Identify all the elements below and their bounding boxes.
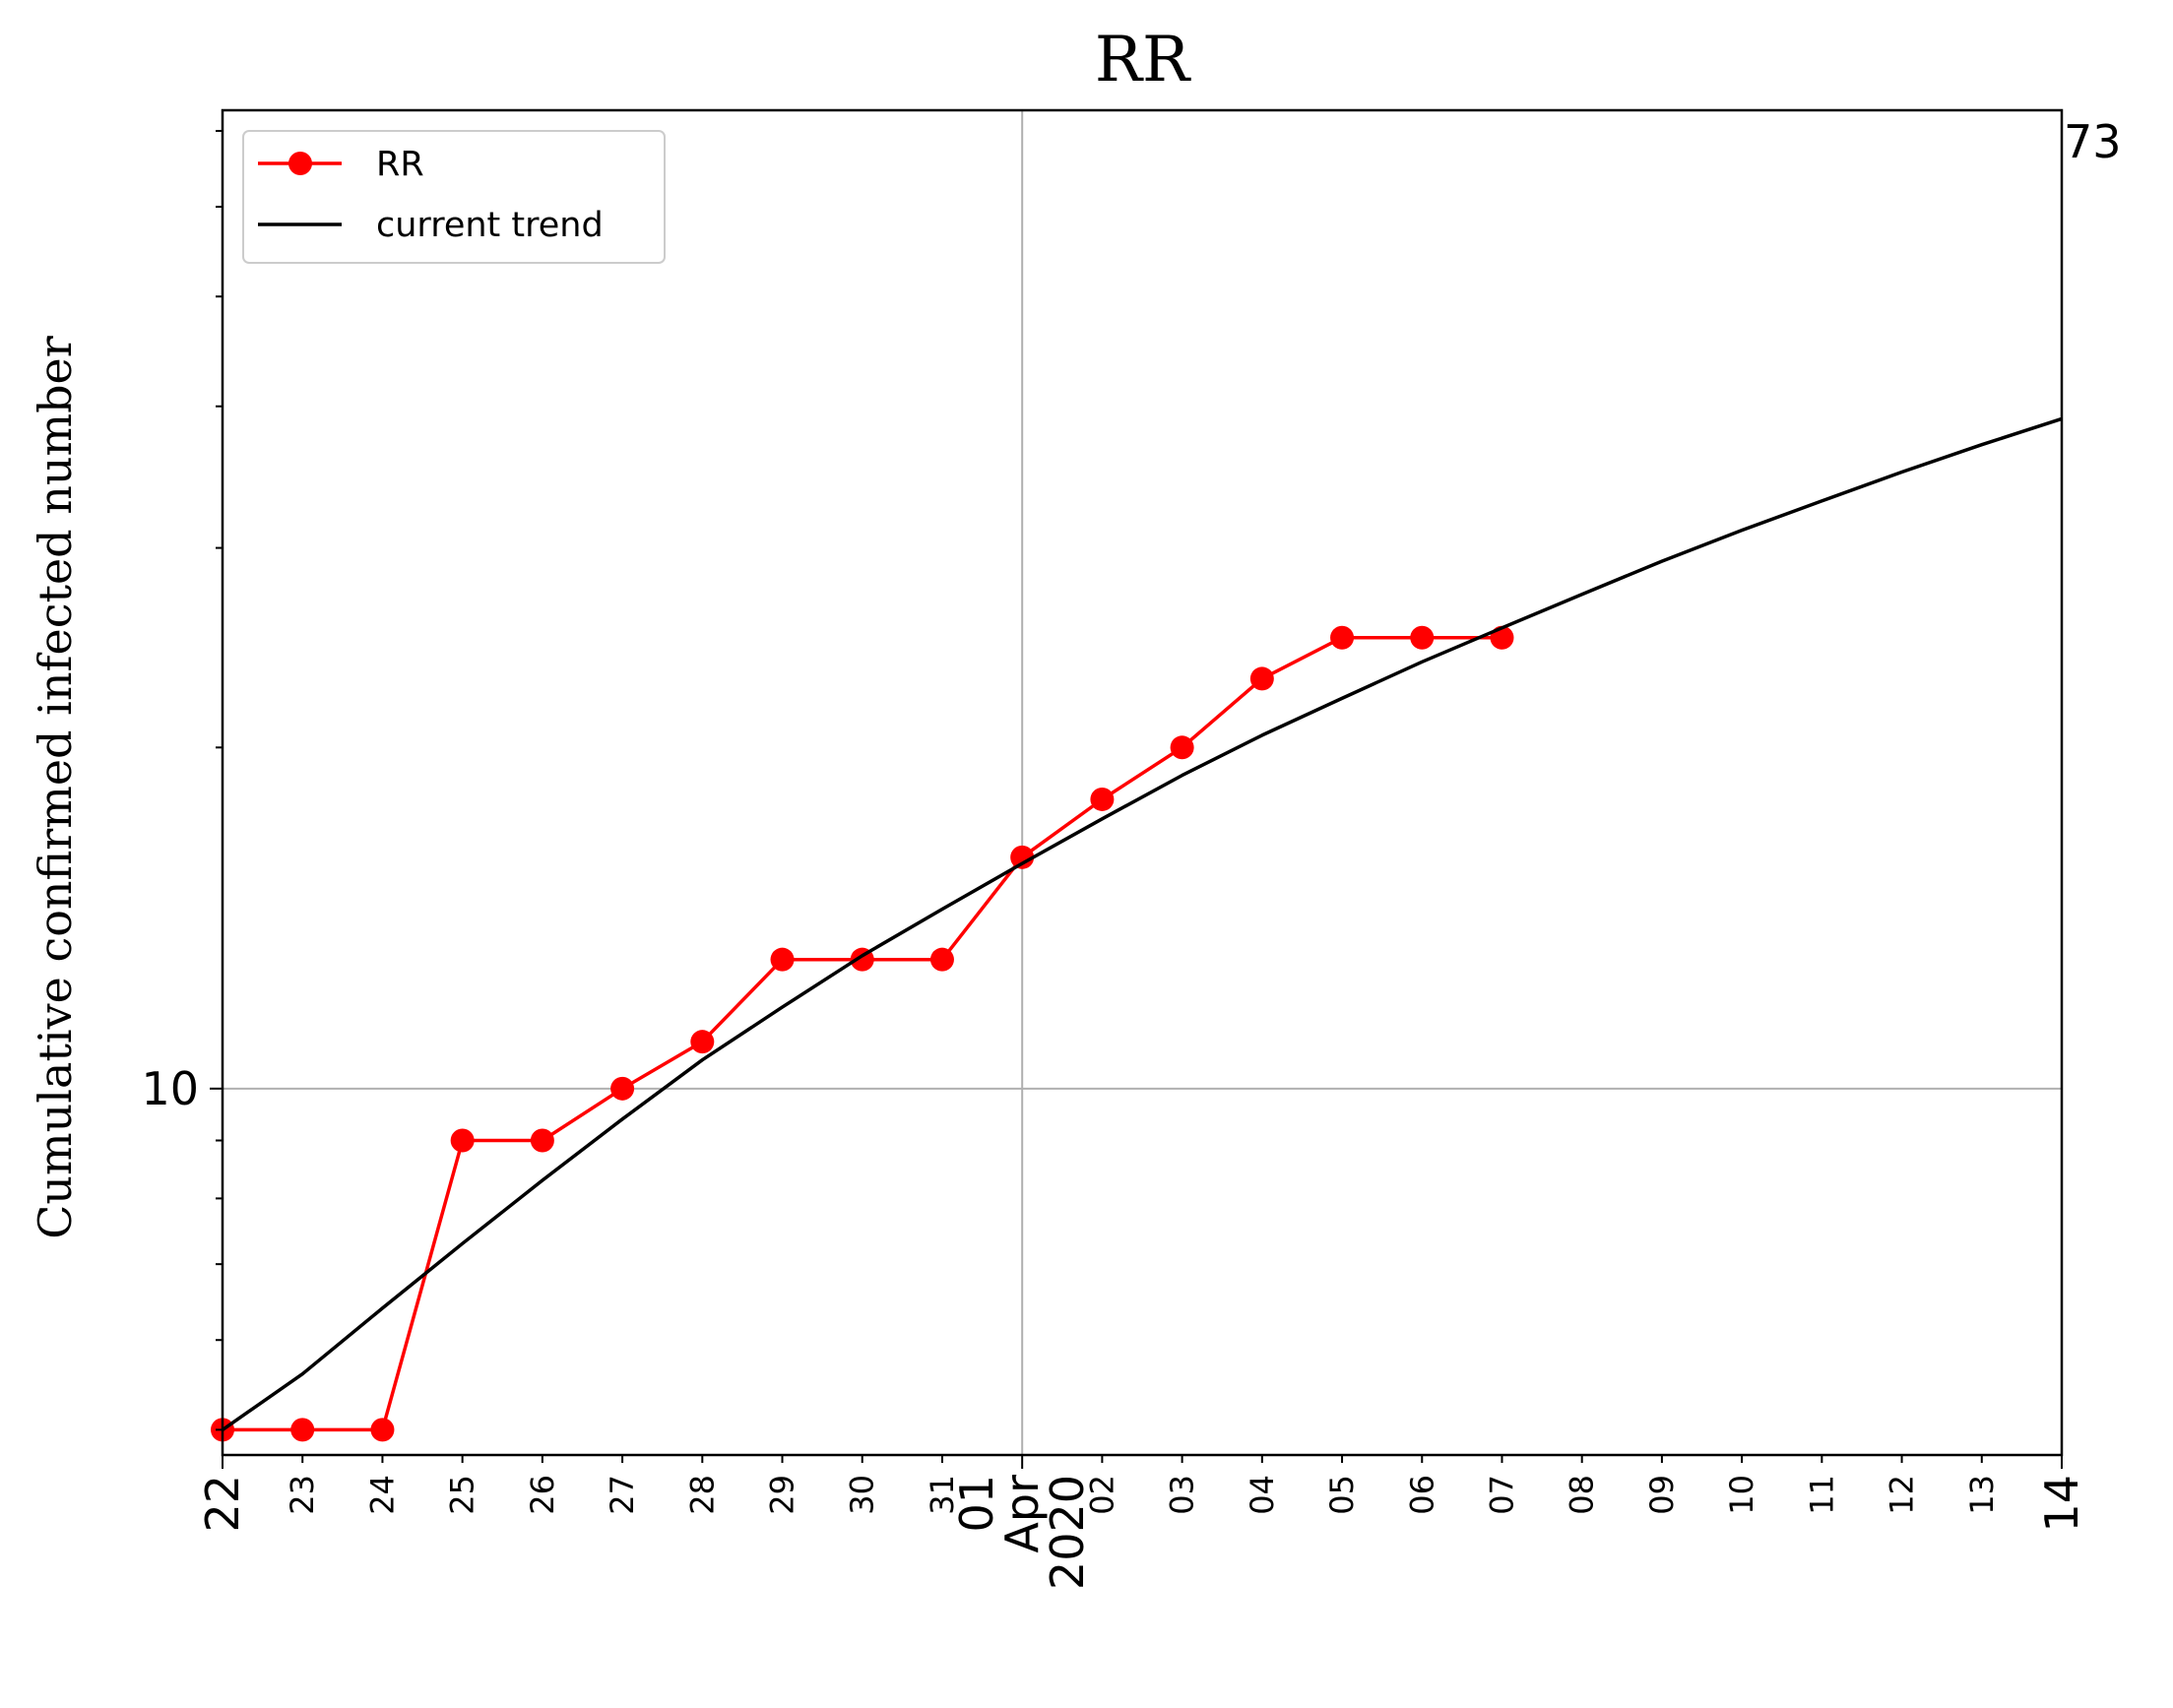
- x-tick-label-line: 29: [764, 1475, 801, 1515]
- x-tick-label-line: 09: [1643, 1475, 1681, 1515]
- series-layer: [211, 416, 2063, 1442]
- x-tick-label-line: 07: [1483, 1475, 1520, 1515]
- x-tick-label: 29: [764, 1475, 801, 1515]
- x-tick-label-line: 27: [604, 1475, 641, 1515]
- x-tick-label-line: 06: [1403, 1475, 1440, 1515]
- x-tick-label-line: 23: [284, 1475, 321, 1515]
- x-tick-label: 01Apr2020: [950, 1475, 1094, 1590]
- grid: [223, 110, 2062, 1455]
- series-rr-point: [450, 1128, 475, 1153]
- x-tick-label-line: 08: [1564, 1475, 1601, 1515]
- series-rr-line: [223, 635, 1502, 1432]
- x-tick-label-line: 24: [363, 1475, 401, 1515]
- y-tick-label: 10: [141, 1062, 199, 1115]
- x-tick-label-line: 25: [444, 1475, 481, 1515]
- x-tick-label: 28: [683, 1475, 721, 1515]
- series-rr-point: [1090, 787, 1115, 811]
- series-rr-point: [1330, 625, 1355, 650]
- x-tick-label: 02: [1083, 1475, 1120, 1515]
- x-tick-label: 23: [284, 1475, 321, 1515]
- x-tick-label: 04: [1244, 1475, 1281, 1515]
- x-tick-label-line: 02: [1083, 1475, 1120, 1515]
- legend-label-rr: RR: [376, 145, 424, 184]
- x-tick-label: 13: [1963, 1475, 2001, 1515]
- x-tick-label-line: 01: [950, 1475, 1003, 1533]
- series-rr-point: [370, 1418, 395, 1442]
- x-tick-label-line: 26: [524, 1475, 561, 1515]
- series-current-trend-line: [221, 416, 2063, 1431]
- series-rr-point: [290, 1418, 315, 1442]
- x-tick-label: 03: [1164, 1475, 1201, 1515]
- x-tick-label: 25: [444, 1475, 481, 1515]
- x-tick-label: 14: [2035, 1475, 2088, 1533]
- legend-box: [242, 130, 666, 264]
- series-rr-point: [1170, 735, 1194, 760]
- end-value-label: 73: [2064, 115, 2122, 168]
- x-tick-label: 12: [1884, 1475, 1921, 1515]
- x-tick-label-line: 30: [844, 1475, 881, 1515]
- x-tick-label-line: 12: [1884, 1475, 1921, 1515]
- series-rr-point: [1010, 845, 1035, 869]
- x-tick-label-line: 31: [924, 1475, 961, 1515]
- legend: RR current trend: [242, 130, 666, 264]
- x-tick-label: 08: [1564, 1475, 1601, 1515]
- x-tick-label: 22: [196, 1475, 249, 1533]
- legend-label-current-trend: current trend: [376, 206, 604, 245]
- x-tick-label: 06: [1403, 1475, 1440, 1515]
- x-tick-label: 10: [1723, 1475, 1760, 1515]
- chart-title: RR: [1095, 24, 1191, 96]
- x-tick-label: 05: [1323, 1475, 1361, 1515]
- y-axis-label: Cumulative confirmed infected number: [29, 336, 82, 1239]
- x-tick-label: 11: [1803, 1475, 1840, 1515]
- series-rr-point: [610, 1076, 635, 1101]
- series-rr-point: [1249, 666, 1274, 691]
- x-tick-label-line: 11: [1803, 1475, 1840, 1515]
- x-tick-label: 26: [524, 1475, 561, 1515]
- series-rr-point: [929, 947, 954, 972]
- series-rr-point: [770, 947, 795, 972]
- x-tick-label-line: 03: [1164, 1475, 1201, 1515]
- x-tick-label: 24: [363, 1475, 401, 1515]
- series-rr-point: [530, 1128, 554, 1153]
- x-tick-label-line: Apr: [995, 1475, 1049, 1553]
- x-tick-label-line: 04: [1244, 1475, 1281, 1515]
- plot-area-frame: [221, 108, 2064, 1457]
- x-tick-label: 31: [924, 1475, 961, 1515]
- x-tick-label: 27: [604, 1475, 641, 1515]
- x-tick-label-line: 28: [683, 1475, 721, 1515]
- series-rr-point: [1410, 625, 1435, 650]
- legend-rr-marker: [288, 152, 312, 175]
- x-tick-label-line: 13: [1963, 1475, 2001, 1515]
- x-tick-label-line: 05: [1323, 1475, 1361, 1515]
- x-tick-label: 07: [1483, 1475, 1520, 1515]
- x-tick-label-line: 14: [2035, 1475, 2088, 1533]
- x-tick-label: 30: [844, 1475, 881, 1515]
- x-tick-label: 09: [1643, 1475, 1681, 1515]
- x-tick-label-line: 22: [196, 1475, 249, 1533]
- x-tick-label-line: 10: [1723, 1475, 1760, 1515]
- series-rr-point: [690, 1030, 715, 1054]
- x-tick-label-line: 2020: [1041, 1475, 1094, 1590]
